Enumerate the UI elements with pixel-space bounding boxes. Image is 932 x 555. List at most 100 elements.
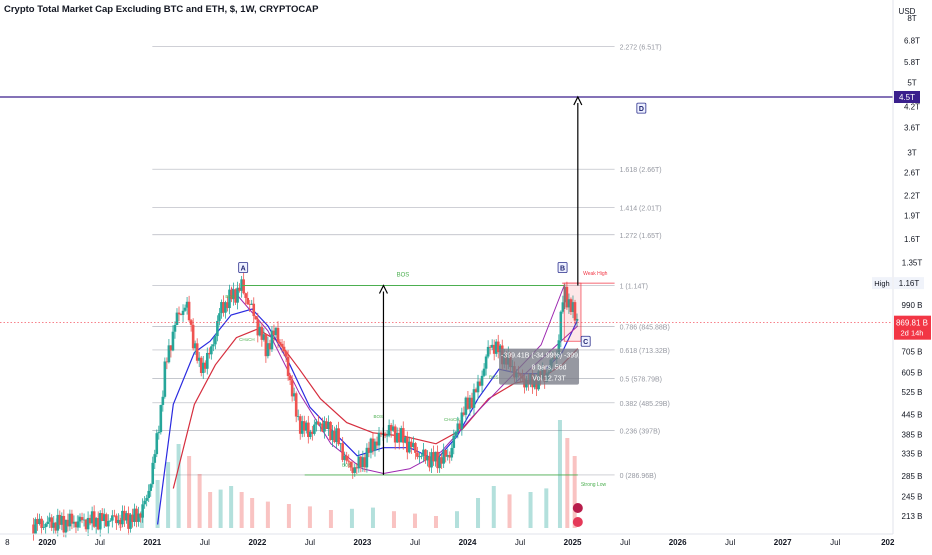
volume-bar [528, 492, 533, 528]
candle-body [296, 416, 300, 418]
countdown-label: 2d 14h [901, 329, 924, 338]
candle-body [274, 327, 278, 336]
volume-bar [491, 486, 496, 528]
candle-body [205, 352, 209, 369]
candle-body [373, 441, 377, 451]
candle-body [327, 421, 330, 430]
candle-body [119, 519, 122, 525]
candle-body [569, 299, 573, 312]
candle-body [212, 344, 215, 347]
y-axis: 8T 6.8T 5.8T 5T 4.2T 3.6T 3T 2.6T 2.2T 1.9T 1.6T 1.… [872, 0, 932, 550]
candle-body [448, 455, 452, 458]
candle-body [428, 456, 431, 468]
candle-body [224, 302, 227, 313]
candle-body [408, 441, 411, 453]
candle-body [369, 438, 373, 453]
volume-bar [370, 507, 375, 528]
candle-body [151, 462, 155, 485]
candle-body [335, 428, 338, 443]
candle-body [171, 331, 175, 351]
candle-body [476, 381, 480, 393]
candle-body [197, 357, 201, 361]
candle-body [480, 375, 484, 386]
candle-body [309, 431, 312, 437]
candle-body [442, 449, 445, 464]
candle-body [304, 422, 308, 431]
candle-body [100, 513, 104, 521]
candle-body [58, 514, 62, 525]
candle-body [149, 484, 153, 491]
candle-body [458, 423, 462, 429]
pullback-box [563, 282, 582, 342]
candle-body [484, 356, 488, 369]
measure-line-1: -399.41B (-34.99%) -399,410,754,910 [501, 353, 619, 360]
candle-body [250, 303, 254, 305]
candle-body [496, 341, 500, 353]
indicator-lines [157, 285, 579, 525]
y-tick-label: 8T [907, 14, 916, 23]
candle-body [52, 522, 56, 528]
candle-body [42, 527, 45, 528]
point-marker-label: A [241, 266, 246, 273]
candle-body [153, 454, 157, 463]
currency-label: USD [899, 7, 916, 16]
candle-body [286, 356, 290, 377]
fib-level-label: 0.236 (397B) [620, 428, 660, 435]
candle-body [424, 449, 427, 461]
volume-bar [307, 506, 312, 528]
strong-low-label: Strong Low [581, 482, 607, 488]
candle-body [371, 438, 375, 451]
candle-body [254, 316, 258, 320]
y-tick-label: 1.9T [904, 211, 920, 220]
candle-body [282, 346, 286, 352]
candle-body [331, 431, 334, 441]
measure-line-2: 8 bars, 56d [532, 365, 567, 372]
candle-body [76, 521, 80, 528]
candle-body [403, 437, 407, 443]
x-axis: 8 2020 Jul 2021 Jul 2022 Jul 2023 Jul 2024 Jul 2025… [0, 533, 895, 547]
candle-body [567, 299, 571, 308]
candle-body [294, 393, 298, 417]
candle-body [179, 314, 183, 316]
candle-body [143, 500, 146, 505]
x-tick-label: Jul [410, 538, 420, 547]
candle-body [121, 510, 124, 525]
y-tick-label: 5.8T [904, 58, 920, 67]
candle-body [290, 380, 294, 397]
candle-body [284, 351, 288, 357]
structure-label: BOS [489, 374, 499, 379]
x-tick-label: 2025 [564, 538, 582, 547]
volume-bar [565, 438, 570, 528]
candle-body [557, 340, 561, 355]
volume-bar [507, 494, 512, 528]
candle-body [109, 520, 112, 522]
candle-body [82, 519, 86, 521]
candle-body [565, 286, 569, 308]
point-marker-box [580, 335, 591, 347]
candle-body [357, 456, 361, 469]
volume-bar [166, 462, 171, 528]
x-tick-label: 2024 [459, 538, 477, 547]
candle-body [189, 320, 193, 325]
candle-body [474, 389, 478, 393]
candle-body [94, 518, 98, 527]
x-tick-label: Jul [725, 538, 735, 547]
y-tick-label: 213 B [902, 512, 923, 521]
structure-label: BOS [225, 294, 235, 299]
candle-body [260, 327, 264, 340]
candle-body [339, 443, 342, 445]
last-price-tag [894, 315, 931, 340]
volume-bar [155, 480, 160, 528]
candle-body [216, 320, 219, 337]
candle-body [115, 515, 118, 524]
x-tick-label: 2027 [774, 538, 792, 547]
fib-level-label: 1 (1.14T) [620, 284, 648, 291]
candle-body [169, 345, 173, 351]
candle-body [266, 343, 270, 357]
point-marker-label: B [560, 266, 565, 273]
y-tick-label: 245 B [902, 493, 923, 502]
candle-body [262, 334, 266, 340]
candle-body [104, 514, 108, 527]
